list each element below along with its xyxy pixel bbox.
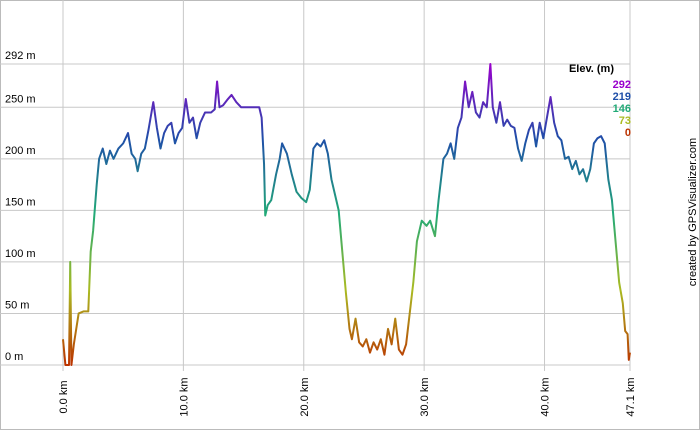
x-tick-label: 40.0 km	[540, 377, 552, 416]
x-tick-label: 20.0 km	[299, 377, 311, 416]
legend-label: 73	[619, 115, 631, 127]
y-tick-label: 250 m	[5, 93, 36, 105]
legend-title: Elev. (m)	[569, 63, 614, 75]
y-tick-label: 200 m	[5, 145, 36, 157]
y-tick-label: 50 m	[5, 299, 29, 311]
x-tick-label: 30.0 km	[419, 377, 431, 416]
x-tick-label: 10.0 km	[178, 377, 190, 416]
x-tick-label: 0.0 km	[58, 380, 70, 413]
legend-label: 146	[613, 103, 631, 115]
legend-label: 219	[613, 91, 631, 103]
y-tick-label: 100 m	[5, 248, 36, 260]
x-tick-label: 47.1 km	[625, 377, 637, 416]
legend-label: 0	[625, 127, 631, 139]
y-tick-label: 150 m	[5, 196, 36, 208]
elevation-line	[62, 63, 631, 366]
y-tick-label: 292 m	[5, 50, 36, 62]
y-tick-label: 0 m	[5, 351, 23, 363]
legend-label: 292	[613, 79, 631, 91]
credit: created by GPSVisualizer.com	[687, 138, 699, 286]
